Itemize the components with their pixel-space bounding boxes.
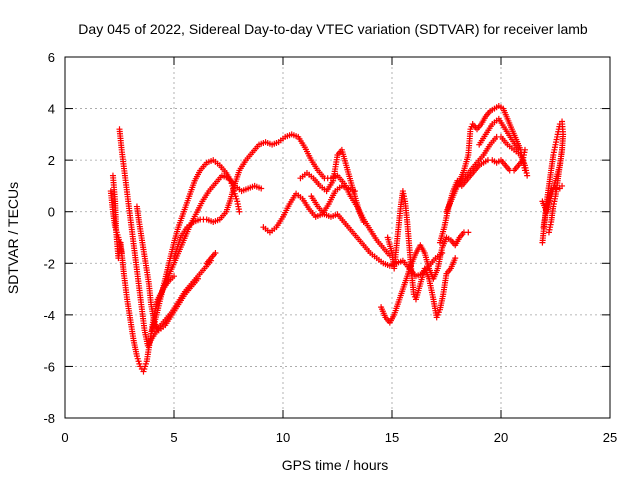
data-point <box>524 172 531 179</box>
data-point <box>194 275 201 282</box>
data-series <box>539 146 566 215</box>
data-point <box>360 219 367 226</box>
data-series <box>297 146 367 226</box>
data-point <box>559 146 566 153</box>
x-tick-label: 15 <box>385 430 399 445</box>
x-axis-ticks: 0 5 10 15 20 25 <box>61 57 617 445</box>
data-series <box>149 157 243 334</box>
y-tick-label: 4 <box>48 102 55 117</box>
data-point <box>465 229 472 236</box>
data-point <box>236 208 243 215</box>
x-tick-label: 25 <box>603 430 617 445</box>
y-tick-label: 0 <box>48 205 55 220</box>
data-series <box>107 188 125 256</box>
data-series <box>378 229 472 326</box>
y-axis-ticks: -8 -6 -4 -2 0 2 4 6 <box>43 50 610 426</box>
data-series <box>436 146 528 246</box>
data-series <box>384 188 459 321</box>
data-point <box>452 255 459 262</box>
data-point <box>212 249 219 256</box>
data-point <box>559 182 566 189</box>
data-point <box>545 229 552 236</box>
data-point <box>171 273 177 280</box>
y-tick-label: 2 <box>48 153 55 168</box>
data-point <box>118 249 125 256</box>
data-point <box>258 185 265 192</box>
data-series <box>476 115 522 153</box>
data-points <box>107 102 567 375</box>
data-series <box>203 249 219 267</box>
data-series <box>260 182 358 236</box>
y-axis-label: SDTVAR / TECUs <box>5 182 21 294</box>
y-tick-label: -6 <box>43 359 55 374</box>
x-tick-label: 20 <box>494 430 508 445</box>
data-series <box>540 182 566 231</box>
plot-frame <box>64 56 611 419</box>
y-tick-label: -4 <box>43 308 55 323</box>
data-series <box>153 172 265 308</box>
y-tick-label: -2 <box>43 256 55 271</box>
data-point <box>515 146 522 153</box>
x-axis-label: GPS time / hours <box>282 457 389 473</box>
x-tick-label: 10 <box>276 430 290 445</box>
data-series <box>116 126 215 349</box>
x-tick-label: 5 <box>170 430 177 445</box>
chart-title: Day 045 of 2022, Sidereal Day-to-day VTE… <box>78 21 588 37</box>
data-series <box>133 203 201 334</box>
y-tick-label: -8 <box>43 411 55 426</box>
y-tick-label: 6 <box>48 50 55 65</box>
x-tick-label: 0 <box>61 430 68 445</box>
